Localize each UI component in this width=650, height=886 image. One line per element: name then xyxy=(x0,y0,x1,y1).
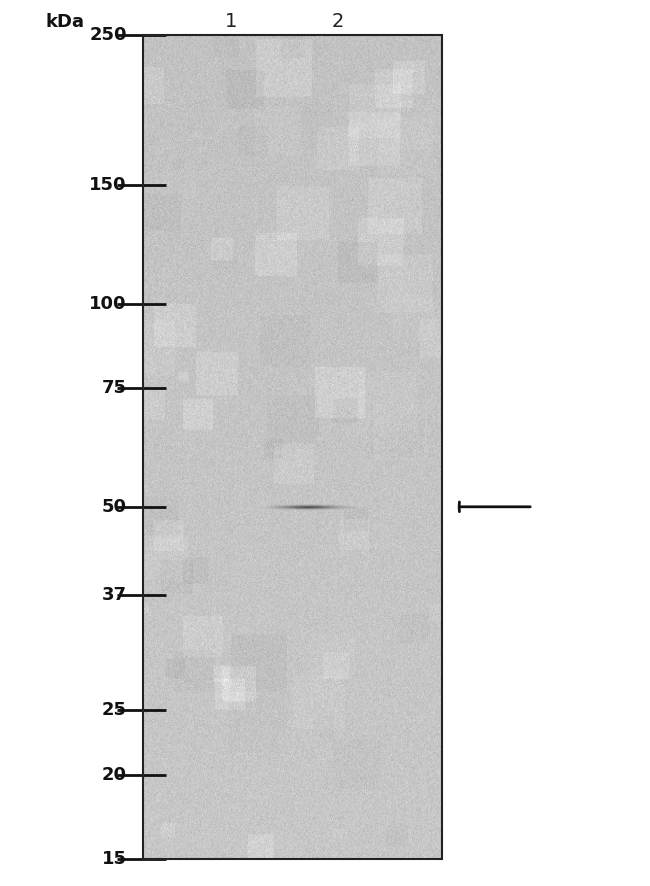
Text: 37: 37 xyxy=(102,586,127,604)
Text: 75: 75 xyxy=(102,379,127,397)
Text: 250: 250 xyxy=(89,27,127,44)
Bar xyxy=(143,35,442,859)
Text: kDa: kDa xyxy=(46,13,84,31)
Text: 50: 50 xyxy=(102,498,127,516)
Text: 150: 150 xyxy=(89,176,127,194)
Text: 100: 100 xyxy=(89,295,127,313)
Text: 25: 25 xyxy=(102,701,127,719)
Text: 20: 20 xyxy=(102,766,127,784)
Text: 15: 15 xyxy=(102,851,127,868)
Text: 1: 1 xyxy=(224,12,237,31)
Text: 2: 2 xyxy=(332,12,344,31)
